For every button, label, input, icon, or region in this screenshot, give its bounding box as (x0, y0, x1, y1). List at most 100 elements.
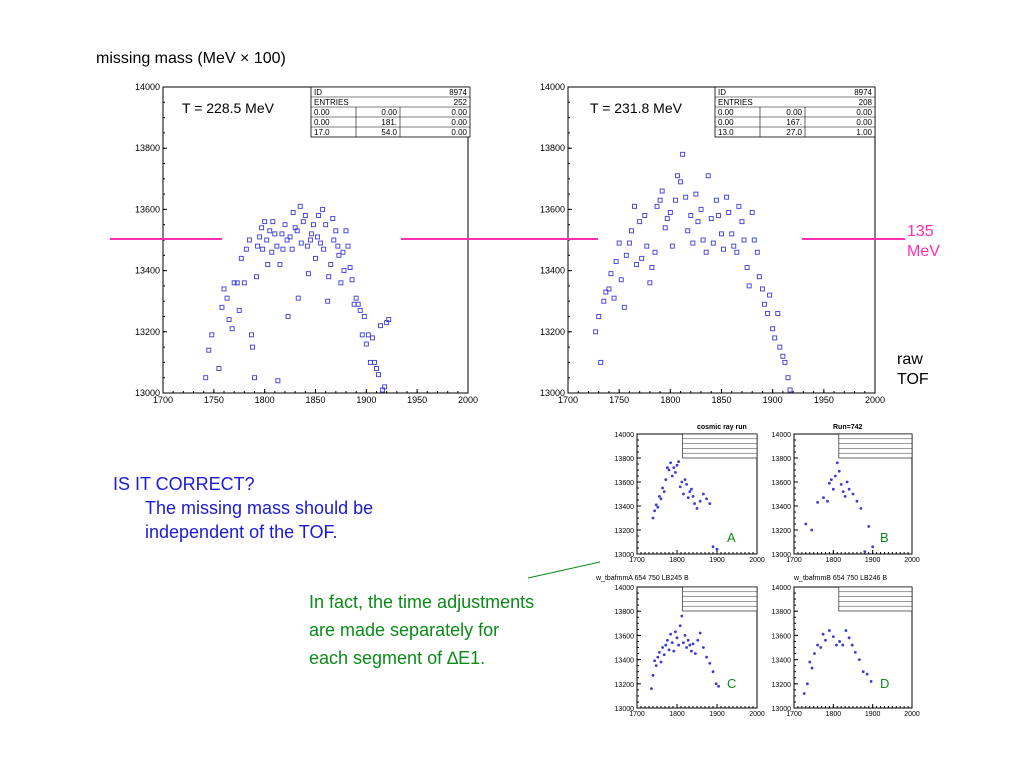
data-point (662, 490, 666, 493)
mev135-label: 135 MeV (907, 222, 940, 262)
data-point (772, 335, 778, 341)
data-point (693, 502, 696, 505)
y-tick-label: 13200 (772, 682, 792, 689)
data-point (700, 237, 706, 243)
data-point (637, 219, 643, 225)
data-point (321, 246, 327, 252)
data-point (295, 295, 301, 301)
stats-box (310, 86, 471, 138)
data-point (357, 307, 363, 313)
stats-cell: 54.0 (381, 128, 397, 137)
data-point (775, 310, 781, 316)
data-point (828, 481, 831, 485)
data-point (675, 173, 680, 179)
data-point (262, 219, 268, 225)
y-tick-label: 13400 (772, 504, 792, 511)
y-tick-label: 13600 (772, 480, 792, 487)
data-point (318, 240, 324, 246)
plot-header: cosmic ray run (697, 424, 747, 431)
data-point (867, 525, 871, 528)
data-point (869, 679, 873, 683)
data-point (316, 213, 321, 218)
data-point (628, 228, 634, 234)
page-title: missing mass (MeV × 100) (96, 50, 286, 67)
y-tick-label: 13200 (540, 327, 565, 337)
stats-cell: 0.00 (381, 108, 397, 117)
data-point (698, 499, 702, 503)
data-point (669, 243, 675, 249)
data-point (340, 249, 346, 255)
data-point (865, 672, 869, 676)
x-tick-label: 1700 (629, 557, 645, 564)
data-point (304, 243, 310, 249)
data-point (649, 265, 655, 270)
x-tick-label: 1800 (660, 395, 680, 405)
stats-cell: 0.00 (314, 118, 330, 127)
x-tick-label: 1750 (609, 395, 629, 405)
data-point (226, 317, 232, 323)
data-point (277, 262, 283, 267)
data-point (229, 326, 235, 332)
data-point (861, 670, 865, 674)
data-point (767, 292, 773, 298)
note-line-2: are made separately for (309, 620, 500, 640)
data-point (680, 614, 684, 618)
y-tick-label: 13600 (772, 633, 792, 640)
stats-cell: 0.00 (314, 108, 330, 117)
question-line-2: independent of the TOF. (145, 522, 338, 542)
data-point (338, 280, 344, 286)
data-point (241, 280, 247, 286)
data-point (279, 231, 285, 237)
data-point (698, 631, 702, 635)
data-point (693, 191, 699, 197)
data-point (341, 268, 347, 274)
x-tick-label: 1700 (629, 711, 645, 718)
x-tick-label: 2000 (904, 711, 920, 718)
y-tick-label: 13200 (615, 682, 635, 689)
data-point (802, 692, 806, 695)
data-point (744, 265, 750, 270)
x-tick-label: 1800 (826, 711, 842, 718)
data-point (246, 237, 252, 243)
data-point (721, 246, 726, 252)
y-tick-label: 13800 (540, 143, 565, 153)
data-point (843, 495, 847, 498)
question-title: IS IT CORRECT? (113, 474, 255, 494)
x-tick-label: 1800 (255, 395, 275, 405)
data-point (656, 655, 660, 659)
data-point (713, 197, 719, 203)
x-tick-label: 1900 (709, 711, 725, 718)
data-point (248, 332, 254, 338)
data-point (659, 188, 665, 194)
data-point (616, 240, 622, 246)
x-tick-label: 1700 (558, 395, 578, 405)
data-point (367, 359, 373, 365)
data-point (696, 638, 700, 642)
data-point (678, 179, 684, 185)
note-block: In fact, the time adjustments are made s… (309, 588, 534, 672)
data-point (688, 643, 692, 647)
question-block: IS IT CORRECT? The missing mass should b… (113, 472, 373, 544)
stats-cell: 0.00 (718, 118, 734, 127)
stats-cell: ENTRIES (314, 98, 349, 107)
data-point (347, 265, 353, 270)
y-tick-label: 13000 (772, 552, 792, 559)
x-tick-label: 1800 (669, 557, 685, 564)
data-point (647, 280, 653, 286)
data-point (593, 329, 599, 335)
data-point (826, 499, 829, 503)
stats-cell: 0.00 (451, 108, 467, 117)
data-point (206, 347, 212, 353)
mini-stats-box (682, 433, 758, 459)
data-point (219, 304, 225, 310)
data-point (838, 640, 842, 643)
y-tick-label: 13000 (772, 706, 792, 713)
data-point (320, 206, 326, 212)
x-tick-label: 1900 (709, 557, 725, 564)
y-tick-label: 13200 (772, 528, 792, 535)
data-point (290, 210, 296, 215)
data-point (694, 652, 697, 655)
data-point (243, 246, 249, 252)
stats-cell: 27.0 (786, 128, 802, 137)
plot-annotation: T = 231.8 MeV (590, 100, 683, 116)
